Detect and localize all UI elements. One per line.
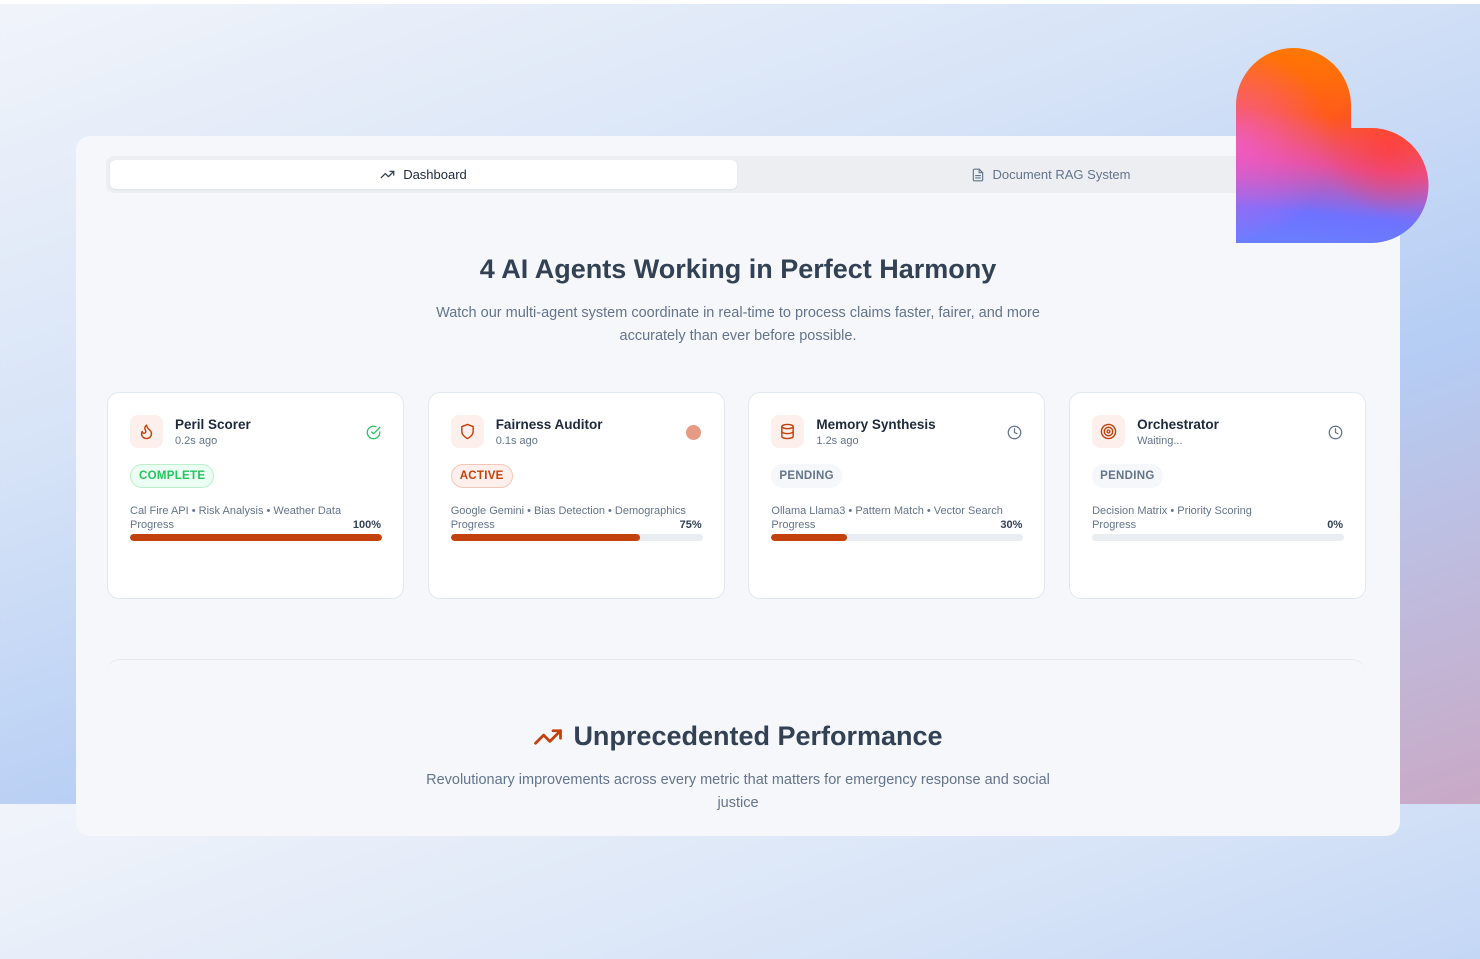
agent-card: Orchestrator Waiting... PENDING Decision… — [1069, 392, 1367, 599]
agent-card: Peril Scorer 0.2s ago COMPLETE Cal Fire … — [107, 392, 404, 599]
performance-section — [106, 659, 1366, 959]
progress-label: Progress — [450, 519, 495, 531]
performance-title: Unprecedented Performance — [76, 721, 1400, 752]
agent-tags: Cal Fire API • Risk Analysis • Weather D… — [130, 505, 342, 517]
progress-value: 75% — [679, 519, 702, 531]
database-icon — [771, 415, 805, 448]
progress-bar — [771, 534, 1024, 541]
clock-icon — [1327, 424, 1343, 440]
agent-tags: Decision Matrix • Priority Scoring — [1092, 505, 1252, 517]
agent-name: Orchestrator — [1137, 417, 1219, 432]
tab-label: Dashboard — [403, 167, 467, 182]
agent-time: 0.1s ago — [495, 435, 538, 447]
tab-bar: Dashboard Document RAG System — [106, 156, 1388, 193]
agent-card: Memory Synthesis 1.2s ago PENDING Ollama… — [748, 392, 1046, 599]
progress-value: 100% — [352, 519, 381, 531]
tab-document-rag[interactable]: Document RAG System — [737, 160, 1364, 189]
performance-subtitle: Revolutionary improvements across every … — [426, 772, 1050, 811]
active-dot-icon — [686, 424, 702, 440]
clock-icon — [1006, 424, 1022, 440]
status-badge: PENDING — [1092, 464, 1163, 488]
file-text-icon — [972, 168, 983, 181]
performance-title-text: Unprecedented Performance — [573, 721, 943, 751]
check-circle-icon — [365, 424, 381, 440]
trending-up-icon — [534, 728, 563, 745]
progress-fill — [771, 534, 847, 541]
progress-label: Progress — [771, 519, 816, 531]
progress-value: 30% — [1000, 519, 1023, 531]
hero-title: 4 AI Agents Working in Perfect Harmony — [479, 254, 997, 284]
trending-up-icon — [380, 170, 395, 179]
progress-label: Progress — [130, 519, 175, 531]
agent-name: Memory Synthesis — [816, 417, 936, 432]
agent-name: Fairness Auditor — [495, 417, 603, 432]
status-badge: PENDING — [771, 464, 842, 488]
agent-name: Peril Scorer — [175, 417, 251, 432]
target-icon — [1092, 415, 1126, 448]
status-badge: ACTIVE — [450, 464, 513, 488]
flame-icon — [130, 415, 163, 448]
hero-subtitle: Watch our multi-agent system coordinate … — [436, 305, 1040, 344]
agent-tags: Ollama Llama3 • Pattern Match • Vector S… — [771, 505, 1003, 517]
agent-card: Fairness Auditor 0.1s ago ACTIVE Google … — [427, 392, 725, 599]
progress-bar — [450, 534, 703, 541]
progress-value: 0% — [1327, 519, 1344, 531]
agent-tags: Google Gemini • Bias Detection • Demogra… — [450, 505, 686, 517]
progress-fill — [450, 534, 640, 541]
tab-dashboard[interactable]: Dashboard — [110, 160, 737, 189]
top-strip — [0, 0, 1480, 4]
agent-time: 1.2s ago — [816, 435, 859, 447]
status-badge: COMPLETE — [130, 464, 215, 488]
progress-bar — [130, 534, 382, 541]
agent-time: Waiting... — [1137, 435, 1183, 447]
shield-icon — [450, 415, 484, 448]
progress-fill — [130, 534, 382, 541]
tab-label: Document RAG System — [992, 167, 1131, 182]
heart-logo-icon — [1236, 48, 1429, 243]
progress-bar — [1092, 534, 1345, 541]
agent-time: 0.2s ago — [175, 435, 218, 447]
main-panel: Dashboard Document RAG System 4 AI Agent… — [76, 136, 1400, 836]
progress-label: Progress — [1092, 519, 1137, 531]
